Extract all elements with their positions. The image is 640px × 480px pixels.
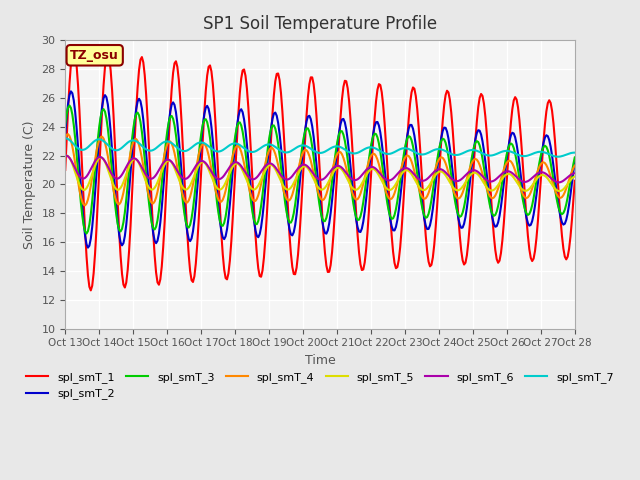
Legend: spl_smT_1, spl_smT_2, spl_smT_3, spl_smT_4, spl_smT_5, spl_smT_6, spl_smT_7: spl_smT_1, spl_smT_2, spl_smT_3, spl_smT… — [22, 368, 618, 404]
X-axis label: Time: Time — [305, 354, 335, 367]
Y-axis label: Soil Temperature (C): Soil Temperature (C) — [22, 120, 36, 249]
Title: SP1 Soil Temperature Profile: SP1 Soil Temperature Profile — [203, 15, 437, 33]
Text: TZ_osu: TZ_osu — [70, 49, 119, 62]
